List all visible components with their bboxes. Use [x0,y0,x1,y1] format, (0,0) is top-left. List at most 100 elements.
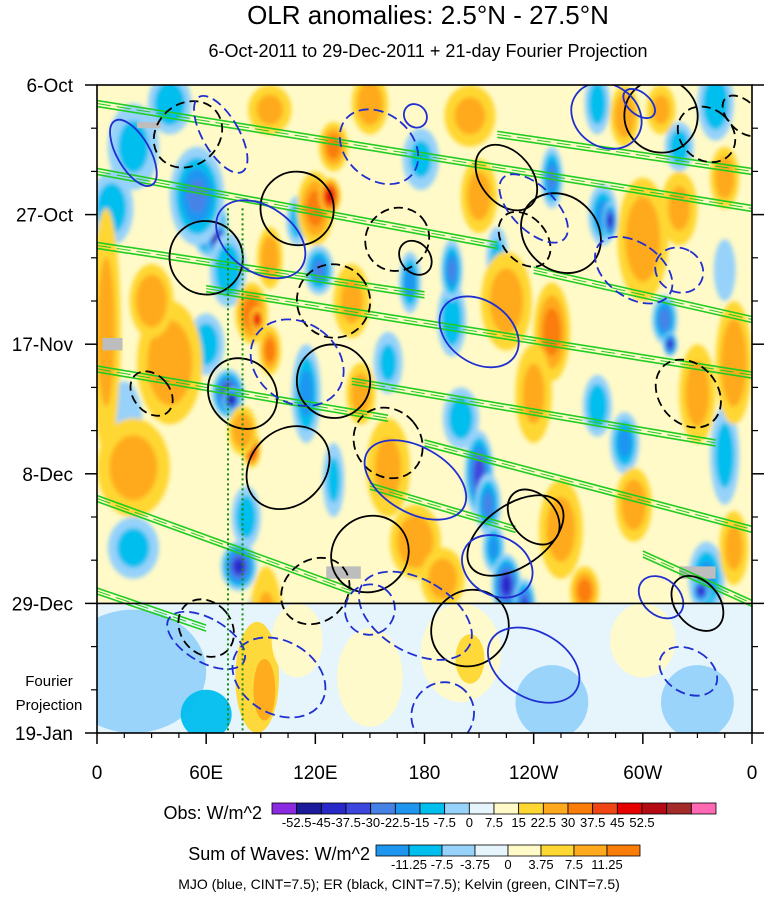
kelvin-contour-inner [497,133,752,172]
kelvin-contour [497,130,752,170]
kelvin-contour [424,439,752,528]
obs-anomaly-cell [724,525,743,571]
colorbar-swatch [542,802,569,815]
obs-anomaly-cell [147,320,193,406]
colorbar-swatch [573,844,608,857]
obs-anomaly-cell [326,457,341,503]
er-contour [654,358,722,429]
obs-anomaly-cell [254,315,260,324]
kelvin-contour-inner [97,498,352,592]
obs-anomaly-cell [577,579,592,603]
kelvin-contour [206,290,752,379]
kelvin-contour [97,593,207,632]
kelvin-contour [642,556,752,608]
mjo-contour [654,246,705,294]
obs-anomaly-cell [448,259,456,281]
colorbar-tick-label: -52.5 [282,815,312,830]
projection-label-line1: Fourier [25,673,73,690]
kelvin-contour [97,99,752,207]
mjo-contours [109,85,719,733]
er-contour [466,494,565,577]
obs-anomaly-cell [234,560,244,573]
kelvin-contour [642,550,752,602]
kelvin-contour [97,365,389,417]
kelvin-contour [351,383,716,447]
colorbar-swatch [370,802,396,815]
er-contour [152,100,224,169]
colorbar-tick-label: 7.5 [565,857,583,872]
obs-anomaly-cell [669,129,690,164]
obs-anomaly-cell [720,318,747,407]
obs-anomaly-cell [548,167,556,189]
obs-anomaly-cell [236,495,257,539]
colorbar-tick-label: 52.5 [629,815,654,830]
colorbar-swatch [518,802,544,815]
kelvin-contour-inner [351,380,716,444]
mjo-contour [438,295,520,369]
kelvin-contour [533,272,752,324]
obs-anomaly-cell [136,274,168,328]
colorbar-swatch [271,802,298,815]
kelvin-contour-inner [424,442,752,530]
kelvin-contour [533,266,752,318]
colorbar-tick-label: 0 [466,815,473,830]
obs-anomaly-cell [698,587,704,595]
obs-field [97,85,752,715]
x-tick-label: 0 [92,763,103,784]
er-contour [295,263,372,339]
er-contour [520,192,602,274]
mjo-contour [461,534,534,599]
colorbar-swatch [474,844,509,857]
er-contour [721,94,752,138]
mjo-contour [594,235,674,305]
er-contour [497,210,552,268]
x-tick-label: 180 [409,763,441,784]
obs-anomaly-cell [97,257,115,407]
missing-data-patch [137,122,161,129]
colorbar-swatch [493,802,520,815]
colorbar-tick-label: -7.5 [433,815,455,830]
obs-anomaly-cell [264,338,276,363]
chart-title: OLR anomalies: 2.5°N - 27.5°N [247,0,609,30]
colorbar-tick-label: 45 [610,815,624,830]
colorbar-tick-label: 30 [561,815,575,830]
er-contours [129,85,752,668]
obs-anomaly-cell [617,428,632,458]
mjo-contour [637,575,685,620]
er-contour [330,514,410,594]
waves-colorbar-label: Sum of Waves: W/m^2 [188,844,370,864]
mjo-contour [109,118,158,187]
colorbar-swatch [616,802,643,815]
mjo-contour [231,636,327,719]
projection-cell [515,665,589,733]
projection-label-line2: Projection [16,697,83,714]
kelvin-contour [97,241,425,293]
colorbar-swatch [540,844,575,857]
obs-anomaly-cell [117,528,150,568]
kelvin-contour-inner [97,170,498,246]
obs-colorbar-label: Obs: W/m^2 [164,803,262,823]
obs-anomaly-cell [659,309,671,330]
kelvin-contour [97,105,752,213]
mjo-contour [358,570,473,661]
obs-anomaly-cell [109,435,158,501]
x-tick-label: 60W [623,763,662,784]
colorbar-tick-label: 15 [511,815,525,830]
mjo-contour [338,108,420,186]
plot-area [97,85,752,733]
contour-legend: MJO (blue, CINT=7.5); ER (black, CINT=7.… [178,876,620,892]
colorbar-tick-label: 22.5 [531,815,556,830]
x-tick-label: 120W [509,763,559,784]
obs-anomaly-cell [652,94,670,125]
obs-anomaly-cell [483,494,493,516]
mjo-contour [410,681,475,733]
projection-cell [661,665,734,733]
kelvin-contour [97,247,425,299]
obs-anomaly-cell [625,196,661,282]
kelvin-contour [351,377,716,441]
obs-anomaly-cell [685,361,710,427]
x-axis: 0 60E 120E 180 120W 60W 0 [92,84,757,784]
obs-anomaly-cell [467,171,492,221]
colorbar-tick-label: 0 [504,857,511,872]
